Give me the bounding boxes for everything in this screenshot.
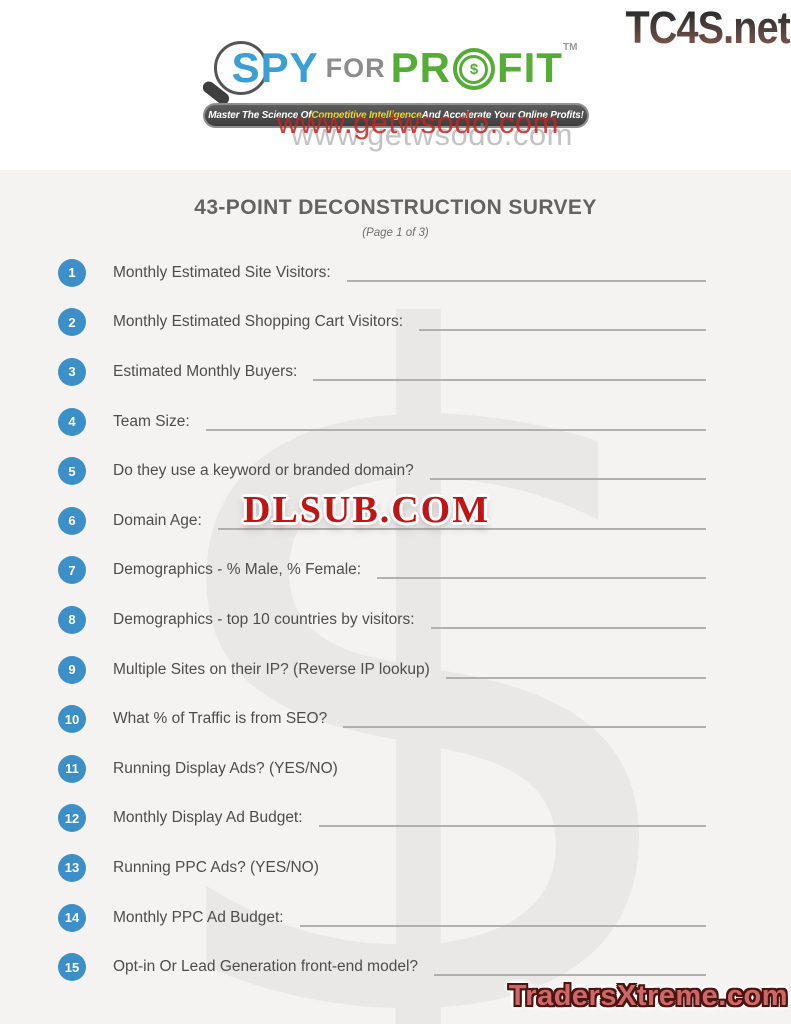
- question-number-badge: 4: [58, 407, 86, 436]
- question-row: 8 Demographics - top 10 countries by visi…: [58, 595, 706, 645]
- question-label: Demographics - % Male, % Female:: [113, 561, 362, 579]
- dollar-coin-icon: $: [452, 48, 495, 90]
- logo-word-for: FOR: [325, 52, 386, 83]
- question-label: Opt-in Or Lead Generation front-end mode…: [113, 958, 419, 976]
- question-label: Monthly Estimated Site Visitors:: [113, 263, 331, 281]
- getwsodo-watermark-red: www.getwsodo.com: [277, 105, 559, 140]
- question-row: 12 Monthly Display Ad Budget:: [58, 794, 706, 844]
- coin-dollar-symbol: $: [459, 54, 489, 84]
- page-title: 43-POINT DECONSTRUCTION SURVEY: [194, 196, 597, 219]
- question-number-badge: 3: [58, 357, 86, 386]
- question-label: What % of Traffic is from SEO?: [113, 710, 328, 728]
- answer-blank-line: [429, 478, 706, 481]
- question-number-badge: 9: [58, 655, 86, 684]
- question-label: Demographics - top 10 countries by visit…: [113, 610, 415, 628]
- question-list: 1 Monthly Estimated Site Visitors: 2 Monthl…: [58, 248, 706, 992]
- answer-blank-line: [313, 378, 706, 381]
- dlsub-watermark: DLSUB.COM: [243, 489, 491, 531]
- question-label: Estimated Monthly Buyers:: [113, 362, 298, 380]
- trademark-symbol: TM: [562, 42, 578, 53]
- answer-blank-line: [318, 825, 706, 828]
- question-number-badge: 15: [58, 953, 86, 982]
- magnifier-icon: [200, 41, 268, 107]
- question-label: Domain Age:: [113, 511, 202, 529]
- question-row: 14 Monthly PPC Ad Budget:: [58, 893, 706, 943]
- question-label: Monthly Display Ad Budget:: [113, 809, 303, 827]
- getwsodo-watermark-gray: www.getwsodo.com: [291, 117, 573, 152]
- question-row: 1 Monthly Estimated Site Visitors:: [58, 248, 706, 298]
- answer-blank-line: [346, 279, 706, 282]
- answer-blank-line: [419, 329, 706, 332]
- answer-blank-line: [430, 626, 706, 629]
- question-row: 10 What % of Traffic is from SEO?: [58, 694, 706, 744]
- question-row: 2 Monthly Estimated Shopping Cart Visitor…: [58, 298, 706, 348]
- question-row: 3 Estimated Monthly Buyers:: [58, 347, 706, 397]
- dollar-sign-watermark: $: [130, 170, 716, 1024]
- question-label: Monthly PPC Ad Budget:: [113, 908, 284, 926]
- logo-word-pr: PR: [390, 44, 451, 91]
- question-number-badge: 11: [58, 754, 86, 783]
- question-row: 6 Domain Age:: [58, 496, 706, 546]
- tagline-highlight: Competitive Intelligence: [311, 110, 422, 121]
- magnifier-ring: [213, 41, 268, 95]
- tc4s-watermark: TC4S.net: [625, 2, 790, 53]
- answer-blank-line: [217, 527, 706, 530]
- page-subtitle: (Page 1 of 3): [362, 227, 429, 239]
- question-number-badge: 5: [58, 457, 86, 486]
- logo-tagline-banner: Master The Science Of Competitive Intell…: [203, 103, 589, 128]
- answer-blank-line: [205, 428, 706, 431]
- question-row: 15 Opt-in Or Lead Generation front-end mo…: [58, 942, 706, 992]
- answer-blank-line: [434, 974, 706, 977]
- tagline-prefix: Master The Science Of: [208, 110, 312, 121]
- question-label: Team Size:: [113, 412, 190, 430]
- question-label: Monthly Estimated Shopping Cart Visitors…: [113, 313, 404, 331]
- tagline-suffix: And Accelerate Your Online Profits!: [421, 110, 584, 121]
- answer-blank-line: [377, 577, 706, 580]
- answer-blank-line: [343, 726, 706, 729]
- question-number-badge: 10: [58, 705, 86, 734]
- question-number-badge: 7: [58, 556, 86, 585]
- question-number-badge: 12: [58, 804, 86, 833]
- question-number-badge: 8: [58, 605, 86, 634]
- question-number-badge: 6: [58, 506, 86, 535]
- survey-body-background: $: [0, 170, 791, 1024]
- question-label: Do they use a keyword or branded domain?: [113, 462, 414, 480]
- logo-word-spy: SPY: [231, 44, 319, 91]
- question-label: Multiple Sites on their IP? (Reverse IP …: [113, 660, 430, 678]
- question-number-badge: 2: [58, 308, 86, 337]
- answer-blank-line: [299, 924, 706, 927]
- question-number-badge: 14: [58, 903, 86, 932]
- answer-blank-line: [445, 676, 706, 679]
- question-label: Running PPC Ads? (YES/NO): [113, 858, 319, 876]
- question-label: Running Display Ads? (YES/NO): [113, 759, 338, 777]
- question-row: 4 Team Size:: [58, 397, 706, 447]
- question-number-badge: 13: [58, 853, 86, 882]
- question-row: 7 Demographics - % Male, % Female:: [58, 546, 706, 596]
- spy-for-profit-logo: SPY FOR PR $ FIT TM: [0, 38, 791, 107]
- tradersxtreme-watermark: TradersXtreme.com: [508, 980, 788, 1012]
- question-row: 11 Running Display Ads? (YES/NO): [58, 744, 706, 794]
- logo-word-fit: FIT: [496, 44, 563, 91]
- question-number-badge: 1: [58, 258, 86, 287]
- question-row: 5 Do they use a keyword or branded domain…: [58, 446, 706, 496]
- question-row: 9 Multiple Sites on their IP? (Reverse IP…: [58, 645, 706, 695]
- question-row: 13 Running PPC Ads? (YES/NO): [58, 843, 706, 893]
